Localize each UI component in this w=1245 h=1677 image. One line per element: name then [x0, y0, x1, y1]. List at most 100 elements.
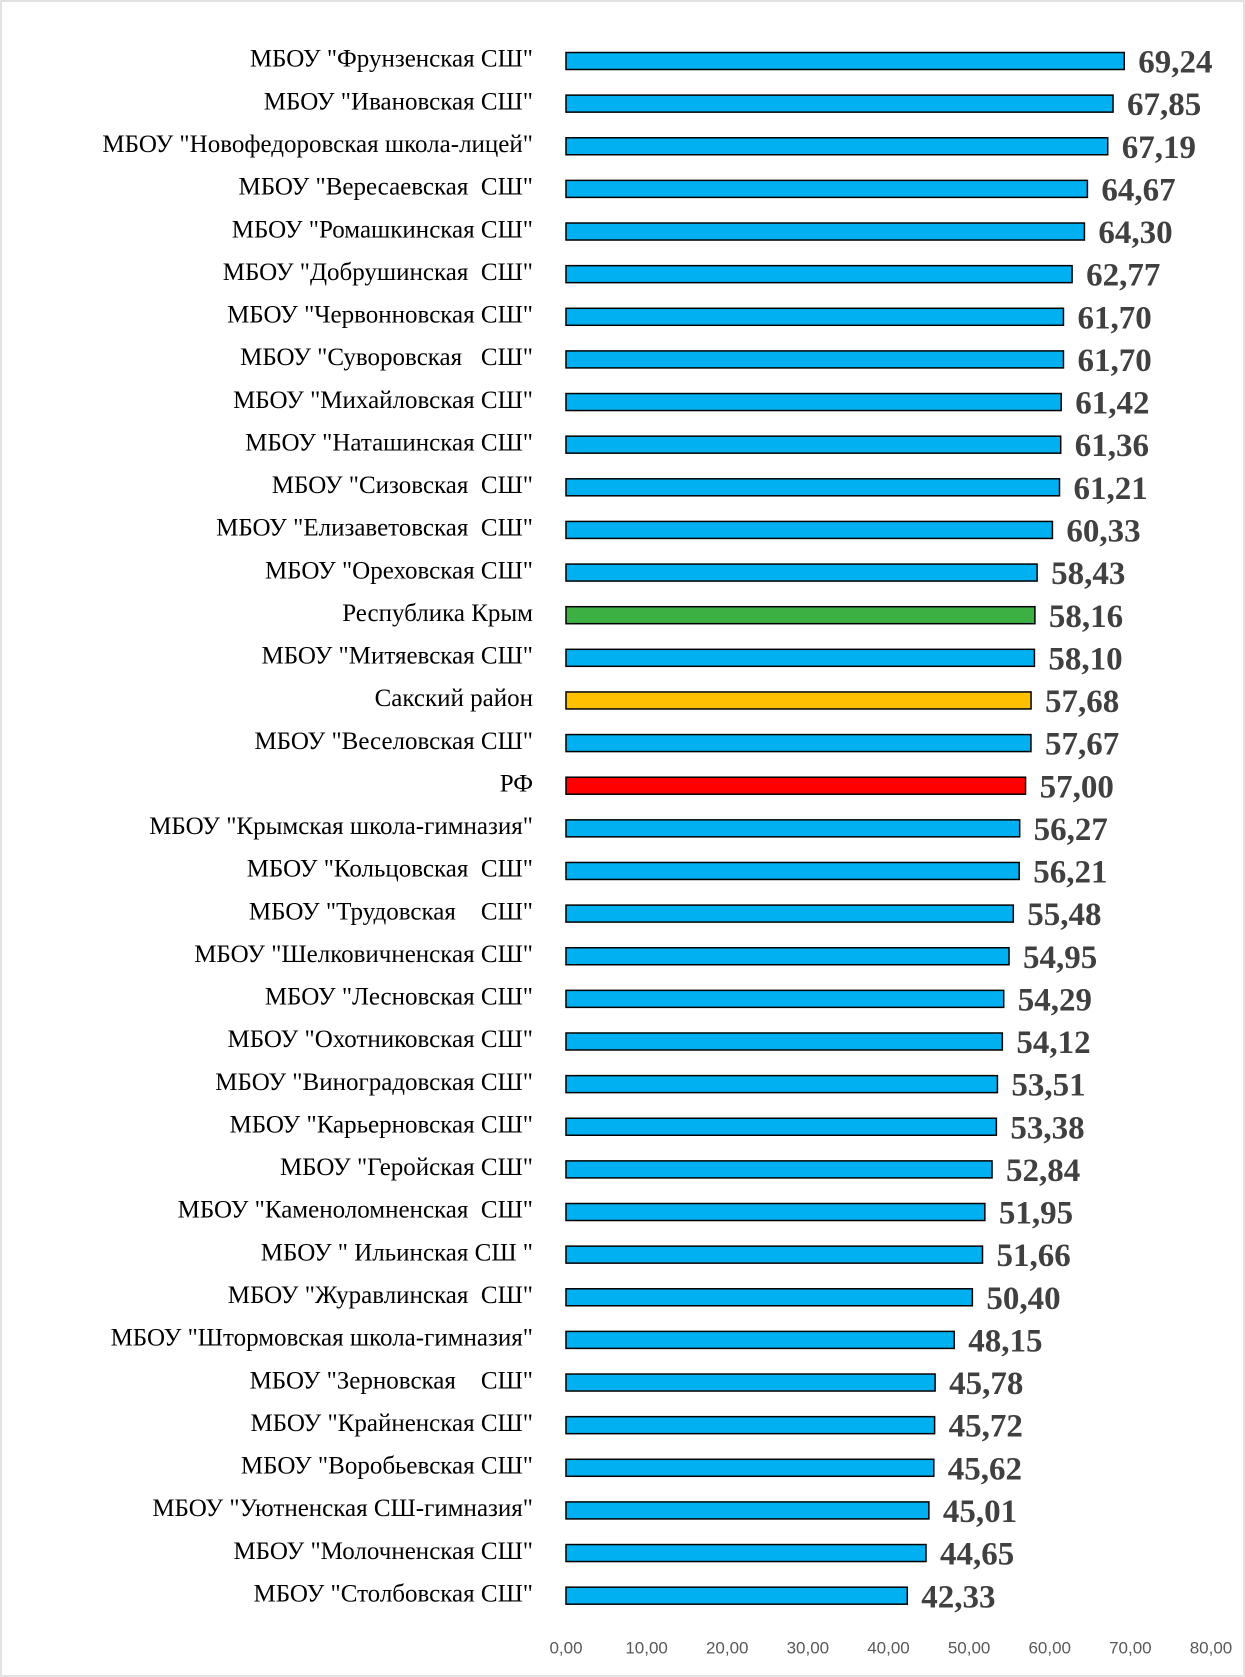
y-tick-label: МБОУ "Сизовская СШ"	[272, 472, 533, 499]
value-label: 57,67	[1045, 727, 1119, 763]
y-tick-label: МБОУ "Шелковичненская СШ"	[194, 941, 533, 968]
bar	[565, 648, 1036, 668]
bar	[565, 605, 1036, 625]
value-label: 53,38	[1010, 1110, 1084, 1146]
y-tick-label: МБОУ "Крайненская СШ"	[250, 1410, 533, 1437]
bar	[565, 222, 1086, 241]
x-tick-label: 30,00	[787, 1638, 830, 1657]
value-label: 58,43	[1051, 556, 1125, 592]
value-label: 60,33	[1066, 514, 1140, 550]
value-label: 50,40	[986, 1281, 1060, 1317]
y-tick-label: МБОУ " Ильинская СШ "	[261, 1239, 533, 1266]
y-tick-label: МБОУ "Геройская СШ"	[280, 1154, 533, 1181]
bar	[565, 435, 1062, 454]
value-label: 45,62	[948, 1451, 1022, 1487]
x-tick-label: 60,00	[1028, 1638, 1071, 1657]
bar	[565, 350, 1065, 369]
y-tick-label: МБОУ "Ромашкинская СШ"	[232, 216, 533, 243]
value-label: 69,24	[1138, 45, 1212, 81]
value-label: 51,95	[999, 1196, 1073, 1232]
value-label: 61,21	[1074, 471, 1148, 507]
y-tick-label: МБОУ "Воробьевская СШ"	[241, 1453, 533, 1480]
y-tick-label: МБОУ "Молочненская СШ"	[233, 1538, 533, 1565]
value-label: 44,65	[940, 1537, 1014, 1573]
value-label: 57,68	[1045, 684, 1119, 720]
x-tick-label: 50,00	[948, 1638, 991, 1657]
bar	[565, 904, 1015, 923]
value-label: 45,78	[949, 1366, 1023, 1402]
y-tick-label: МБОУ "Штормовская школа-гимназия"	[111, 1325, 533, 1352]
value-label: 55,48	[1027, 897, 1101, 933]
bar	[565, 1543, 927, 1563]
y-tick-label: МБОУ "Охотниковская СШ"	[227, 1026, 533, 1053]
bar	[565, 819, 1021, 838]
bar	[565, 1415, 936, 1435]
value-label: 61,42	[1075, 386, 1149, 422]
bar	[565, 1501, 930, 1520]
value-label: 48,15	[968, 1323, 1042, 1359]
bar	[565, 563, 1038, 582]
bar	[565, 1160, 993, 1179]
y-tick-label: МБОУ "Карьерновская СШ"	[229, 1111, 533, 1138]
y-tick-label: МБОУ "Крымская школа-гимназия"	[149, 813, 533, 840]
x-tick-label: 0,00	[549, 1638, 582, 1657]
bar	[565, 179, 1089, 199]
bar	[565, 307, 1065, 327]
bar	[565, 946, 1010, 966]
y-tick-label: МБОУ "Зерновская СШ"	[250, 1367, 533, 1394]
value-label: 57,00	[1040, 769, 1114, 805]
value-label: 58,10	[1048, 641, 1122, 677]
bar	[565, 1245, 984, 1264]
bar	[565, 1586, 909, 1605]
value-label: 45,72	[949, 1409, 1023, 1445]
y-tick-label: МБОУ "Виноградовская СШ"	[215, 1069, 533, 1096]
x-tick-label: 20,00	[706, 1638, 749, 1657]
bar	[565, 1074, 999, 1094]
x-tick-label: 10,00	[625, 1638, 668, 1657]
value-label: 52,84	[1006, 1153, 1080, 1189]
y-tick-label: МБОУ "Фрунзенская СШ"	[250, 46, 533, 73]
y-tick-label: МБОУ "Столбовская СШ"	[254, 1580, 534, 1607]
bar	[565, 520, 1054, 540]
bar	[565, 1458, 935, 1478]
bar	[565, 478, 1061, 497]
value-label: 56,27	[1034, 812, 1108, 848]
y-tick-label: Республика Крым	[342, 600, 533, 627]
bar	[565, 392, 1062, 412]
y-tick-label: МБОУ "Добрушинская СШ"	[223, 259, 533, 286]
bar	[565, 1117, 998, 1136]
bar	[565, 51, 1125, 71]
y-tick-label: МБОУ "Вересаевская СШ"	[238, 174, 533, 201]
y-tick-label: МБОУ "Веселовская СШ"	[254, 728, 533, 755]
bar	[565, 1288, 974, 1307]
y-tick-label: Сакский район	[375, 685, 533, 712]
bar	[565, 94, 1114, 113]
y-tick-label: МБОУ "Ореховская СШ"	[265, 557, 533, 584]
value-label: 64,30	[1098, 215, 1172, 251]
bar	[565, 1032, 1004, 1051]
value-label: 62,77	[1086, 258, 1160, 294]
bar	[565, 989, 1005, 1009]
value-label: 53,51	[1011, 1068, 1085, 1104]
bar	[565, 264, 1073, 284]
y-tick-label: МБОУ "Кольцовская СШ"	[247, 856, 533, 883]
bar	[565, 733, 1032, 753]
bar	[565, 1373, 936, 1392]
value-label: 64,67	[1101, 172, 1175, 208]
y-tick-label: МБОУ "Уютненская СШ-гимназия"	[152, 1495, 533, 1522]
value-label: 67,85	[1127, 87, 1201, 123]
y-tick-label: МБОУ "Червонновская СШ"	[227, 302, 533, 329]
value-label: 54,29	[1018, 982, 1092, 1018]
y-tick-label: МБОУ "Каменоломненская СШ"	[178, 1197, 533, 1224]
y-tick-label: МБОУ "Михайловская СШ"	[233, 387, 533, 414]
value-label: 45,01	[943, 1494, 1017, 1530]
value-label: 56,21	[1033, 855, 1107, 891]
y-tick-label: МБОУ "Митяевская СШ"	[262, 643, 533, 670]
bar	[565, 861, 1020, 881]
y-tick-label: МБОУ "Елизаветовская СШ"	[216, 515, 533, 542]
value-label: 61,70	[1077, 300, 1151, 336]
y-tick-label: МБОУ "Новофедоровская школа-лицей"	[102, 131, 533, 158]
value-label: 54,95	[1023, 940, 1097, 976]
y-tick-label: МБОУ "Наташинская СШ"	[245, 429, 533, 456]
y-tick-label: МБОУ "Трудовская СШ"	[249, 898, 533, 925]
